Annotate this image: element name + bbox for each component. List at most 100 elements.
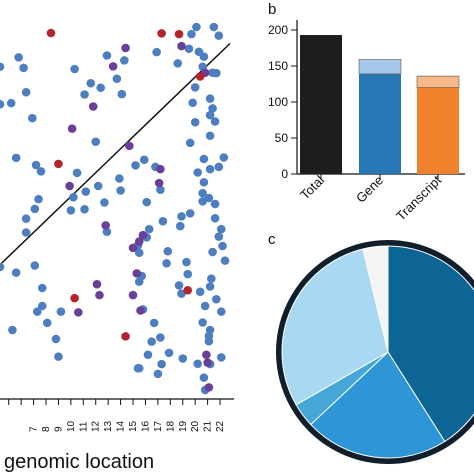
scatter-point	[100, 198, 109, 207]
scatter-point	[193, 359, 202, 369]
scatter-point	[93, 181, 103, 191]
scatter-x-axis-label: genomic location	[4, 451, 154, 473]
scatter-point	[204, 336, 214, 346]
scatter-point	[190, 117, 200, 127]
scatter-point	[133, 363, 143, 373]
bar-y-tick-label: 100	[268, 95, 288, 109]
scatter-point	[199, 154, 209, 164]
scatter-point	[220, 256, 230, 265]
scatter-point	[95, 290, 104, 300]
scatter-point	[134, 277, 144, 286]
scatter-x-tick-label: 21	[203, 420, 214, 432]
bar-y-tick-label: 0	[281, 167, 288, 181]
scatter-point	[208, 247, 217, 257]
scatter-point	[205, 164, 215, 174]
scatter-point	[37, 301, 47, 311]
scatter-point	[124, 141, 134, 151]
scatter-point	[92, 279, 102, 289]
scatter-point	[54, 159, 63, 169]
scatter-point	[200, 301, 210, 311]
scatter-point	[121, 43, 130, 53]
scatter-point	[174, 281, 184, 290]
scatter-point	[174, 29, 184, 39]
pie-slice	[281, 248, 389, 406]
scatter-point	[205, 282, 215, 291]
scatter-point	[214, 232, 224, 241]
scatter-point	[207, 274, 216, 283]
scatter-point	[164, 348, 174, 358]
scatter-point	[173, 59, 183, 68]
scatter-point	[183, 269, 193, 279]
scatter-point	[69, 192, 78, 202]
scatter-point	[214, 162, 224, 172]
bar-gene-extra	[358, 59, 402, 75]
pie-slice	[362, 245, 389, 353]
scatter-point	[199, 177, 209, 187]
bar-x-labels: Total Gene Transcript	[297, 172, 444, 223]
scatter-point	[51, 334, 61, 344]
scatter-point	[177, 41, 186, 51]
scatter-point	[156, 333, 165, 342]
scatter-point	[36, 167, 46, 176]
scatter-x-tick-label: 7	[29, 426, 40, 432]
bar-panel: b 0 50 100 150 200 Total Gene Transcript	[268, 1, 465, 224]
scatter-point	[212, 294, 221, 304]
panel-label-c: c	[268, 231, 276, 248]
scatter-point	[209, 22, 219, 32]
scatter-point	[162, 258, 171, 268]
bar-transcript-extra	[416, 75, 460, 88]
scatter-point	[21, 228, 31, 237]
bar-x-tick-label: Transcript	[393, 172, 444, 223]
scatter-point	[112, 74, 122, 84]
bar-x-tick-label: Total	[297, 172, 327, 202]
panel-label-b: b	[268, 1, 276, 18]
scatter-x-tick-label: 15	[128, 420, 139, 432]
bar-total	[300, 35, 342, 174]
scatter-point	[28, 113, 37, 123]
scatter-point	[86, 78, 96, 88]
bar-transcript	[417, 87, 459, 174]
scatter-point	[134, 237, 144, 246]
bar-y-tick-label: 150	[268, 59, 288, 73]
scatter-point	[198, 188, 207, 198]
scatter-point	[182, 257, 191, 267]
scatter-point	[139, 155, 149, 165]
scatter-point	[67, 124, 77, 133]
scatter-point	[121, 332, 130, 341]
scatter-x-tick-label: 14	[116, 420, 127, 432]
scatter-point	[205, 131, 215, 141]
scatter-point	[116, 186, 125, 195]
bar-y-ticks: 0 50 100 150 200	[268, 23, 297, 181]
pie-slices	[281, 245, 474, 459]
scatter-point	[205, 325, 215, 335]
scatter-point	[136, 306, 145, 315]
scatter-point	[157, 359, 166, 369]
scatter-point	[46, 28, 56, 38]
scatter-point	[128, 243, 138, 253]
scatter-point	[154, 178, 164, 188]
scatter-point	[102, 51, 112, 60]
scatter-point	[214, 31, 224, 40]
regression-line	[0, 42, 231, 266]
scatter-x-tick-label: 19	[178, 420, 189, 432]
scatter-x-tick-label: 10	[66, 420, 77, 432]
pie-slice	[387, 245, 474, 443]
scatter-points	[0, 22, 230, 395]
scatter-point	[66, 206, 76, 215]
scatter-x-tick-label: 9	[53, 426, 64, 432]
scatter-point	[138, 230, 148, 240]
scatter-point	[212, 68, 221, 78]
scatter-x-tick-label: 11	[78, 421, 89, 432]
scatter-point	[72, 168, 82, 178]
scatter-point	[80, 204, 89, 214]
scatter-point	[152, 47, 161, 57]
scatter-point	[131, 161, 140, 170]
scatter-point	[134, 248, 144, 258]
bar-y-tick-label: 200	[268, 23, 288, 37]
scatter-point	[37, 283, 47, 293]
scatter-point	[194, 47, 204, 57]
pie-slice	[310, 351, 446, 459]
scatter-point	[70, 293, 79, 303]
scatter-point	[149, 318, 159, 328]
scatter-point	[185, 138, 195, 148]
